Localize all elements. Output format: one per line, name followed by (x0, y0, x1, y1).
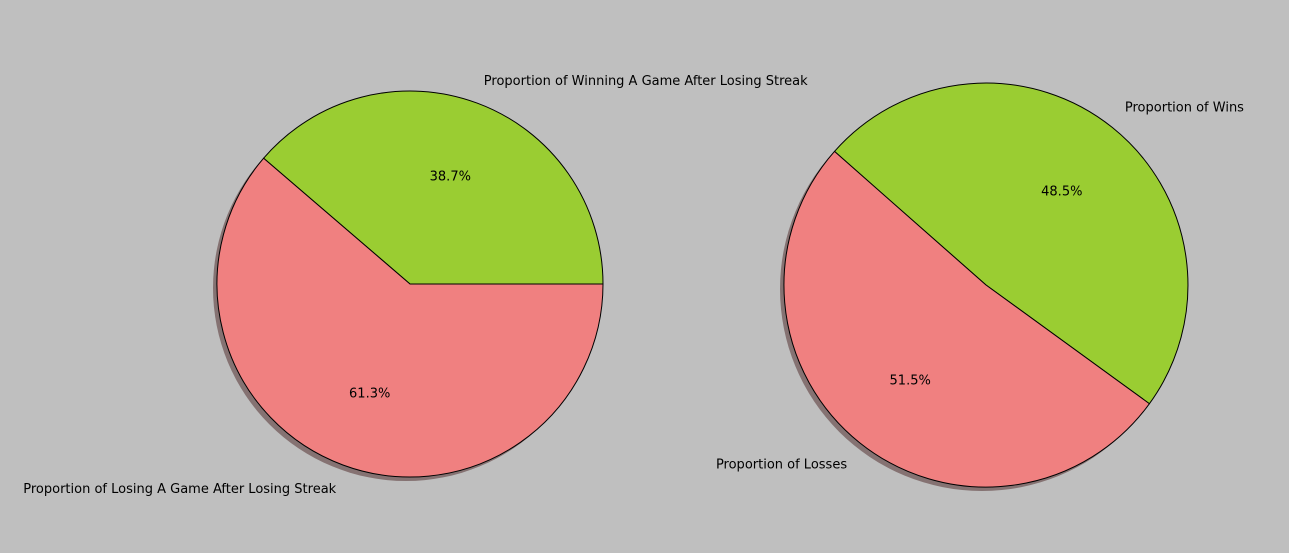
pie-percent-label-losses: 51.5% (890, 374, 931, 389)
pie-category-label-losing-after-losing-streak: Proportion of Losing A Game After Losing… (23, 482, 336, 497)
pie-chart-losing-streak: 38.7% 61.3% Proportion of Winning A Game A… (23, 74, 808, 497)
pie-chart-wins-losses: 48.5% 51.5% Proportion of Wins Proportion o… (716, 82, 1244, 491)
pie-percent-label-losing-after-losing-streak: 61.3% (349, 387, 390, 402)
pie-slice-wins (833, 82, 1189, 405)
pie-percent-label-winning-after-losing-streak: 38.7% (430, 169, 471, 184)
pie-slice-losses (783, 150, 1150, 488)
pie-category-label-wins: Proportion of Wins (1125, 101, 1244, 116)
pie-percent-label-wins: 48.5% (1041, 184, 1082, 199)
pie-category-label-losses: Proportion of Losses (716, 457, 847, 472)
pie-slice-losing-after-losing-streak (216, 157, 604, 478)
pie-category-label-winning-after-losing-streak: Proportion of Winning A Game After Losin… (484, 74, 808, 89)
pie-slice-winning-after-losing-streak (263, 90, 604, 285)
